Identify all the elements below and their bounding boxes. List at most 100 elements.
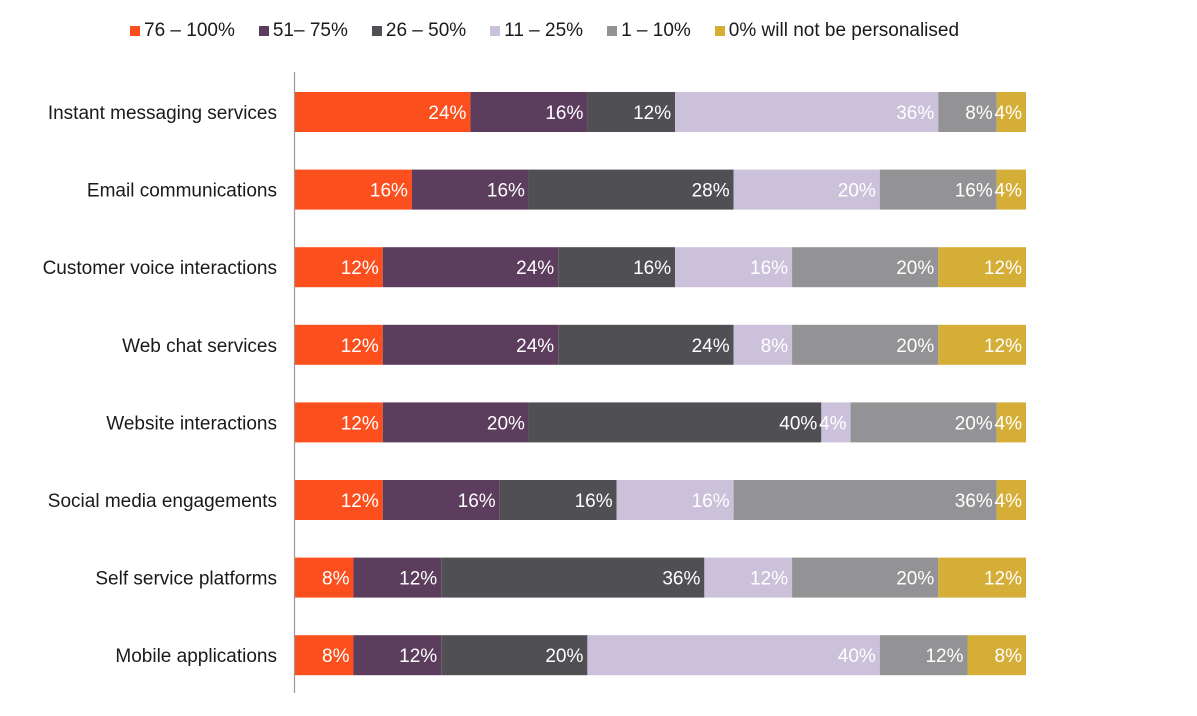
data-label: 12% [633,103,671,124]
data-label: 12% [984,336,1022,357]
legend-label: 1 – 10% [621,20,691,41]
bar-segment [353,557,442,598]
data-label: 8% [965,103,993,124]
data-label: 24% [428,103,466,124]
bar-segment [996,402,1026,443]
bar-segment [353,635,442,676]
legend-swatch [607,26,618,36]
data-label: 16% [692,491,730,512]
bar-segment [295,247,383,288]
bar-segment [792,247,939,288]
legend-swatch [130,26,140,36]
bar-segment [938,92,997,132]
bar-segment [441,557,705,598]
bar-segment [441,635,588,676]
category-label: Self service platforms [95,569,277,590]
bar-segment [996,92,1026,132]
data-label: 8% [322,646,350,667]
bar-segment [499,480,617,520]
category-label: Mobile applications [115,646,277,667]
category-label: Email communications [87,181,277,202]
data-label: 40% [838,646,876,667]
bar-segment [382,402,529,443]
bar-segment [382,480,500,520]
bar-segment [587,635,880,676]
legend-label: 26 – 50% [385,20,467,41]
data-label: 12% [399,646,437,667]
data-label: 16% [370,181,408,202]
data-label: 4% [995,491,1023,512]
data-label: 12% [341,336,379,357]
bar-segment [295,402,383,443]
legend-label: 76 – 100% [144,20,235,41]
category-label: Instant messaging services [48,103,277,124]
data-label: 16% [545,103,583,124]
bar-segment [382,247,559,288]
bar-segment [733,169,880,210]
data-label: 8% [995,646,1023,667]
bar-segment [879,635,968,676]
bar-segment [295,324,383,365]
legend-label: 0% will not be personalised [728,20,960,41]
data-label: 4% [819,413,847,434]
data-label: 4% [995,413,1023,434]
bar-segment [587,92,676,132]
legend-item: 11 – 25% [490,20,583,42]
bar-segment [792,324,939,365]
bar-segment [850,402,997,443]
data-label: 20% [896,336,934,357]
data-label: 20% [896,258,934,279]
legend-item: 0% will not be personalised [714,20,960,42]
data-label: 20% [487,413,525,434]
chart-legend: 76 – 100% 51– 75% 26 – 50% 11 – 25% 1 – 10% 0… [130,18,983,44]
data-label: 36% [955,491,993,512]
data-label: 24% [516,258,554,279]
legend-swatch [258,26,269,36]
data-label: 16% [487,181,525,202]
data-label: 20% [896,569,934,590]
category-labels-group: Instant messaging services Email communic… [43,103,277,667]
data-label: 20% [955,413,993,434]
data-label: 28% [692,181,730,202]
category-label: Website interactions [106,413,277,434]
bar-segment [295,92,471,132]
data-label: 12% [341,258,379,279]
legend-item: 1 – 10% [607,20,691,42]
bar-segment [967,635,1026,676]
category-label: Social media engagements [48,491,277,512]
bar-segment [938,324,1026,365]
bar-segment [558,247,676,288]
data-label: 24% [516,336,554,357]
bar-segment [528,402,822,443]
bar-segment [295,557,354,598]
bar-segment [821,402,851,443]
data-label: 36% [662,569,700,590]
bar-segment [382,324,559,365]
data-label: 16% [633,258,671,279]
bar-segment [558,324,734,365]
bar-segment [411,169,529,210]
data-label: 16% [458,491,496,512]
bar-segment [996,480,1026,520]
data-label: 16% [750,258,788,279]
legend-swatch [371,26,382,36]
data-label: 16% [575,491,613,512]
data-label: 12% [925,646,963,667]
data-label: 20% [838,181,876,202]
bar-segment [295,635,354,676]
legend-swatch [714,26,725,36]
data-label: 4% [995,181,1023,202]
bar-segment [733,480,997,520]
bar-segment [704,557,793,598]
bar-segment [675,92,939,132]
category-label: Web chat services [122,336,277,357]
data-label: 12% [399,569,437,590]
bars-group: 24% 16% 12% 36% 8% 4% 16% 16% 28% 20% 16% 4% 12% 24% 1… [295,92,1026,676]
legend-label: 11 – 25% [504,20,584,41]
bar-segment [938,247,1026,288]
data-label: 24% [692,336,730,357]
bar-segment [938,557,1026,598]
bar-segment [675,247,793,288]
category-label: Customer voice interactions [43,258,277,279]
